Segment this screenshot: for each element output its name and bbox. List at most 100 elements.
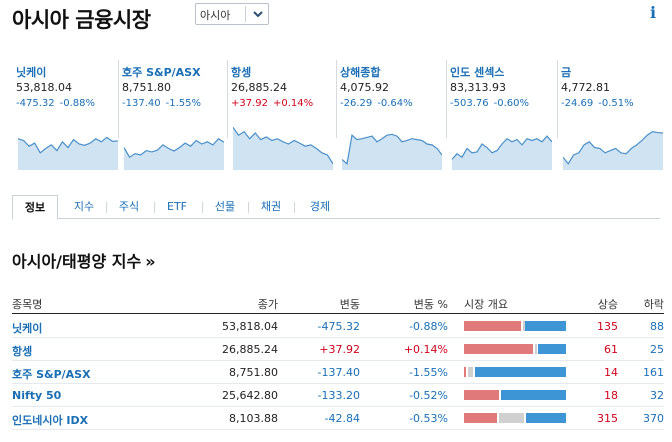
sparkline-line — [124, 139, 224, 157]
card-change-points: -503.76 — [450, 98, 489, 109]
sparkline-area — [563, 131, 663, 170]
sparkline-line — [342, 134, 442, 163]
breadth-bar-up — [464, 344, 533, 354]
col-header-advancers[interactable]: 상승 — [597, 298, 618, 311]
index-card-hangseng[interactable]: 항셍 26,885.24 +37.92 +0.14% — [227, 60, 335, 172]
table-row[interactable]: 항셍 26,885.24 +37.92 +0.14% 61 25 — [12, 338, 664, 361]
index-cards: 닛케이 53,818.04 -475.32 -0.88% 호주 S&P/ASX 8… — [0, 60, 672, 175]
tab-etf[interactable]: ETF — [167, 200, 187, 213]
sparkline-chart — [563, 118, 663, 170]
row-name[interactable]: 인도네시아 IDX — [12, 414, 89, 427]
table-row[interactable]: 인도네시아 IDX 8,103.88 -42.84 -0.53% 315 370 — [12, 407, 664, 430]
row-change: -137.40 — [317, 366, 360, 379]
sparkline-line — [18, 137, 118, 152]
row-decliners: 32 — [650, 389, 664, 402]
breadth-bar-down — [525, 321, 566, 331]
card-name[interactable]: 닛케이 — [16, 66, 47, 79]
index-card-sensex[interactable]: 인도 센섹스 83,313.93 -503.76 -0.60% — [446, 60, 554, 172]
breadth-bar-unchanged — [499, 413, 524, 423]
table-row[interactable]: 닛케이 53,818.04 -475.32 -0.88% 135 88 — [12, 315, 664, 338]
row-name[interactable]: 호주 S&P/ASX — [12, 368, 91, 381]
row-name[interactable]: Nifty 50 — [12, 389, 62, 402]
row-name[interactable]: 닛케이 — [12, 322, 43, 335]
row-percent: -1.55% — [409, 366, 448, 379]
card-change-percent: -0.60% — [493, 98, 529, 109]
tab-separator — [154, 202, 155, 213]
index-card-asx[interactable]: 호주 S&P/ASX 8,751.80 -137.40 -1.55% — [118, 60, 226, 172]
sparkline-chart — [452, 118, 552, 170]
card-divider — [227, 60, 228, 138]
card-change: -26.29 -0.64% — [340, 98, 418, 109]
card-change: -503.76 -0.60% — [450, 98, 534, 109]
card-change-percent: -1.55% — [165, 98, 201, 109]
card-change-percent: -0.88% — [59, 98, 95, 109]
index-card-nikkei[interactable]: 닛케이 53,818.04 -475.32 -0.88% — [12, 60, 118, 172]
sparkline-area — [18, 137, 118, 170]
card-divider — [446, 60, 447, 138]
sparkline-chart — [124, 118, 224, 170]
section-title[interactable]: 아시아/태평양 지수» — [12, 248, 156, 272]
col-header-change[interactable]: 변동 — [339, 298, 360, 311]
table-row[interactable]: Nifty 50 25,642.80 -133.20 -0.52% 18 32 — [12, 384, 664, 407]
breadth-bar-down — [538, 344, 566, 354]
tab-indices[interactable]: 지수 — [73, 200, 95, 213]
row-decliners: 161 — [643, 366, 664, 379]
tab-economy[interactable]: 경제 — [309, 200, 331, 213]
breadth-bar-down — [475, 367, 566, 377]
card-name[interactable]: 호주 S&P/ASX — [122, 66, 201, 79]
row-name[interactable]: 항셍 — [12, 345, 33, 358]
sparkline-area — [452, 136, 552, 170]
tab-futures[interactable]: 선물 — [214, 200, 236, 213]
breadth-bar-up — [464, 321, 521, 331]
tab-stocks[interactable]: 주식 — [118, 200, 140, 213]
index-card-gold[interactable]: 금 4,772.81 -24.69 -0.51% — [557, 60, 663, 172]
row-percent: -0.53% — [409, 412, 448, 425]
index-card-shanghai[interactable]: 상해종합 4,075.92 -26.29 -0.64% — [336, 60, 444, 172]
card-name[interactable]: 항셍 — [231, 66, 252, 79]
tab-bonds[interactable]: 채권 — [260, 200, 282, 213]
chevron-down-icon[interactable] — [250, 5, 266, 23]
row-close: 53,818.04 — [222, 320, 278, 333]
row-close: 8,751.80 — [229, 366, 278, 379]
card-change-points: -137.40 — [122, 98, 161, 109]
card-name[interactable]: 금 — [561, 66, 572, 79]
col-header-close[interactable]: 종가 — [257, 298, 278, 311]
tab-info[interactable]: 정보 — [12, 195, 58, 220]
breadth-bar-down — [526, 413, 566, 423]
col-header-name[interactable]: 종목명 — [12, 298, 43, 311]
col-header-percent[interactable]: 변동 % — [413, 298, 448, 311]
card-value: 8,751.80 — [122, 81, 171, 94]
card-name[interactable]: 상해종합 — [340, 66, 381, 79]
dropdown-divider — [245, 6, 246, 22]
table-header: 종목명 종가 변동 변동 % 시장 개요 상승 하락 — [12, 292, 664, 314]
row-change: -475.32 — [317, 320, 360, 333]
sparkline-chart — [18, 118, 118, 170]
page-title: 아시아 금융시장 — [12, 8, 151, 32]
info-icon[interactable]: i — [649, 3, 657, 22]
card-change-points: -26.29 — [340, 98, 373, 109]
card-change-percent: +0.14% — [273, 98, 314, 109]
breadth-bar-down — [501, 390, 566, 400]
breadth-bar-up — [464, 367, 466, 377]
card-name[interactable]: 인도 센섹스 — [450, 66, 505, 79]
breadth-bar-up — [464, 390, 499, 400]
col-header-decliners[interactable]: 하락 — [643, 298, 664, 311]
section-title-text[interactable]: 아시아/태평양 지수 — [12, 252, 142, 271]
card-value: 4,075.92 — [340, 81, 389, 94]
card-change-points: -24.69 — [561, 98, 594, 109]
sparkline-line — [563, 132, 663, 164]
card-change: +37.92 +0.14% — [231, 98, 318, 109]
table-row[interactable]: 호주 S&P/ASX 8,751.80 -137.40 -1.55% 14 161 — [12, 361, 664, 384]
region-dropdown-value: 아시아 — [200, 9, 231, 22]
card-value: 53,818.04 — [16, 81, 72, 94]
card-divider — [118, 60, 119, 138]
card-change: -475.32 -0.88% — [16, 98, 100, 109]
row-close: 25,642.80 — [222, 389, 278, 402]
region-dropdown[interactable]: 아시아 — [195, 3, 269, 25]
col-header-breadth: 시장 개요 — [464, 298, 508, 311]
sparkline-chart — [342, 118, 442, 170]
card-value: 4,772.81 — [561, 81, 610, 94]
row-change: +37.92 — [319, 343, 360, 356]
double-chevron-right-icon[interactable]: » — [145, 252, 156, 271]
tab-separator — [248, 202, 249, 213]
